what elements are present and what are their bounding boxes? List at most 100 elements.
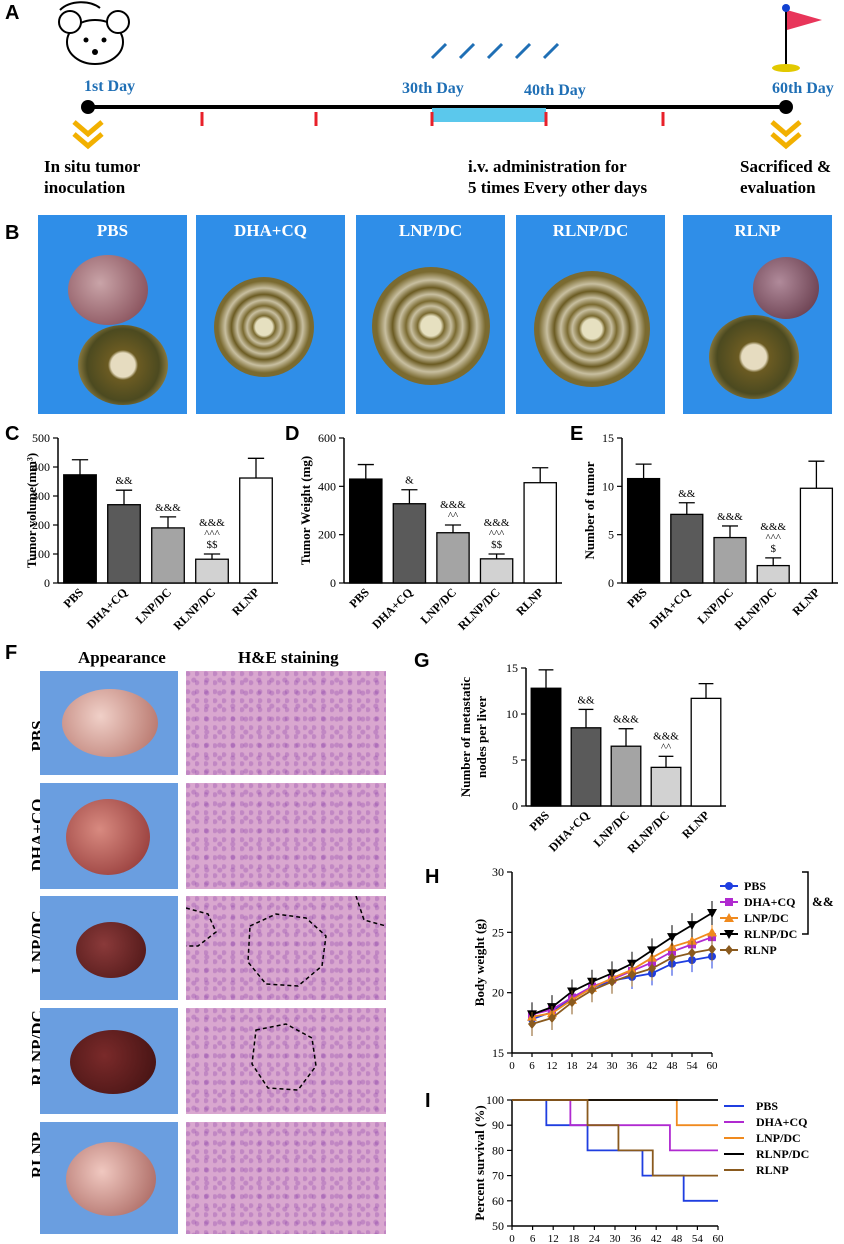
intestine-coil (372, 267, 490, 385)
x-tick-label: 60 (707, 1060, 719, 1072)
significance-mark: ^^ (448, 510, 459, 522)
y-tick-label: 0 (330, 576, 336, 590)
series-line (531, 931, 713, 1018)
x-tick-label: 30 (610, 1233, 622, 1244)
y-axis-label: Percent survival (%) (472, 1105, 487, 1220)
panel-label-g: G (414, 650, 430, 672)
bar (799, 487, 834, 584)
x-tick-label: LNP/DC (133, 585, 174, 626)
significance-mark: &&& (484, 517, 510, 529)
chart-c-tumor-volume: 0100200300400500PBS&&DHA+CQ&&&LNP/DC&&&^… (24, 431, 278, 633)
x-tick-label: RLNP/DC (732, 585, 780, 633)
mid-note-2: 5 times Every other days (468, 178, 648, 197)
metastasis-outline (185, 895, 387, 987)
tumor-mass (753, 257, 819, 319)
timeline-ticks (200, 112, 665, 126)
y-tick-label: 90 (492, 1118, 504, 1132)
panel-label-a: A (5, 2, 20, 24)
x-tick-label: 24 (589, 1233, 601, 1244)
x-tick-label: 54 (687, 1060, 699, 1072)
chevron-down-icon (72, 120, 802, 150)
data-point (724, 913, 734, 922)
data-point (568, 997, 576, 1008)
x-tick-label: 24 (587, 1060, 599, 1072)
x-tick-label: RLNP/DC (171, 585, 219, 633)
treatment-window (432, 108, 546, 122)
bar (713, 536, 747, 584)
intestine-coil (534, 271, 650, 387)
chart-h-body-weight: 15 20 25 30 0 6 12 18 24 30 36 42 48 54 60 Body weight … (472, 865, 834, 1072)
significance-bracket (802, 871, 809, 935)
legend-label: RLNP (744, 943, 777, 957)
panel-label-h: H (425, 866, 440, 888)
left-note-2: inoculation (44, 178, 126, 197)
photo-pbs: PBS (38, 215, 187, 414)
legend-label: DHA+CQ (756, 1115, 808, 1129)
data-point (667, 933, 677, 943)
significance-mark: && (577, 694, 595, 706)
x-tick-label: RLNP/DC (625, 808, 673, 856)
bar (392, 503, 427, 584)
bar (650, 766, 682, 807)
significance-mark: ^^^ (204, 528, 220, 540)
x-tick-label: 42 (647, 1060, 658, 1072)
x-tick-label: 6 (529, 1060, 535, 1072)
y-tick-label: 60 (492, 1194, 504, 1208)
y-tick-label: 500 (32, 431, 50, 445)
y-tick-label: 30 (492, 865, 504, 879)
liver-photo-pbs (40, 671, 178, 775)
series-line (531, 936, 713, 1016)
right-note-2: evaluation (740, 178, 816, 197)
y-axis-label: nodes per liver (474, 696, 489, 778)
legend-label: RLNP (756, 1163, 789, 1177)
significance-mark: $ (770, 543, 776, 555)
tumor-mass (68, 255, 148, 325)
y-tick-label: 70 (492, 1169, 504, 1183)
bar (690, 697, 722, 807)
chart-i-survival: 50 60 70 80 90 100 0 6 12 18 24 30 36 42 48 54 60 Percent… (472, 1093, 809, 1244)
y-tick-label: 5 (608, 528, 614, 542)
x-tick-label: 0 (509, 1233, 515, 1244)
y-tick-label: 0 (44, 576, 50, 590)
series-line (531, 948, 713, 1025)
data-point (628, 969, 636, 980)
flag-icon (772, 4, 822, 72)
photo-title: RLNP (734, 221, 781, 240)
bar (349, 478, 383, 584)
panel-label-f: F (5, 642, 18, 664)
y-tick-label: 100 (32, 547, 50, 561)
x-tick-label: DHA+CQ (369, 585, 415, 631)
y-tick-label: 80 (492, 1143, 504, 1157)
data-point (648, 963, 656, 974)
bar (523, 482, 557, 584)
panel-label-c: C (5, 423, 20, 445)
f-col-he: H&E staining (238, 648, 339, 667)
data-point (707, 909, 717, 919)
data-point (668, 952, 676, 963)
intestine-coil (78, 325, 168, 405)
y-tick-label: 400 (32, 460, 50, 474)
survival-curve (512, 1099, 718, 1127)
legend-label: LNP/DC (756, 1131, 801, 1145)
x-tick-label: 60 (713, 1233, 725, 1244)
photo-rlnp-dc: RLNP/DC (516, 215, 665, 414)
significance-mark: & (405, 475, 414, 487)
mouse-icon (58, 1, 130, 65)
x-tick-label: RLNP (513, 585, 546, 618)
data-point (548, 1013, 556, 1024)
significance-mark: ^^^ (765, 532, 781, 544)
photo-rlnp: RLNP (683, 215, 832, 414)
panel-label-d: D (285, 423, 300, 445)
y-tick-label: 300 (32, 489, 50, 503)
y-tick-label: 100 (486, 1093, 504, 1107)
x-tick-label: RLNP (229, 585, 262, 618)
x-tick-label: RLNP (790, 585, 823, 618)
x-tick-label: 36 (630, 1233, 642, 1244)
liver-photo-lnp-dc (40, 896, 178, 1000)
data-point (725, 898, 733, 906)
bar (479, 558, 514, 584)
x-tick-label: PBS (61, 585, 87, 611)
legend-label: PBS (756, 1099, 778, 1113)
photo-title: LNP/DC (398, 221, 463, 240)
